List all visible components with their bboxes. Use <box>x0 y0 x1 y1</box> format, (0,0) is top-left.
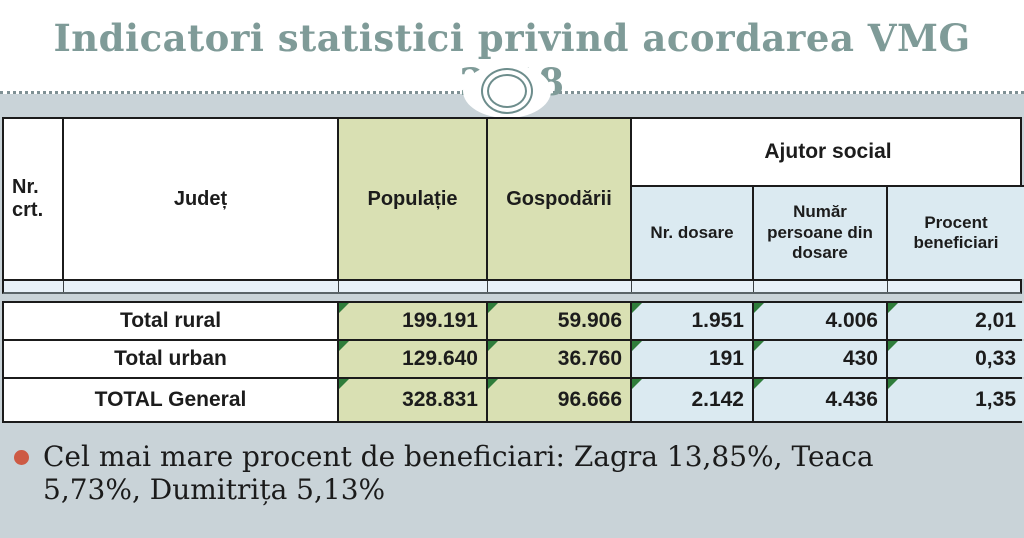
header-cell-nr-crt: Nr. crt. <box>4 119 64 279</box>
cell-flag-icon <box>888 341 898 351</box>
cell-value: 4.006 <box>825 309 878 332</box>
cell-flag-icon <box>339 341 349 351</box>
divider-ornament-icon <box>481 68 533 114</box>
cell-persoane: 4.436 <box>754 379 888 421</box>
cutoff-cell <box>888 281 1024 292</box>
header-cell-populatie: Populație <box>339 119 488 279</box>
cell-persoane: 4.006 <box>754 303 888 339</box>
cell-value: 96.666 <box>557 388 622 411</box>
table-cutoff-row <box>2 281 1022 294</box>
cell-value: 328.831 <box>402 388 478 411</box>
cell-procent: 0,33 <box>888 341 1024 377</box>
page-title: Indicatori statistici privind acordarea … <box>53 16 971 104</box>
table-row-total-rural: Total rural 199.191 59.906 1.951 4.006 2… <box>4 303 1024 341</box>
cell-flag-icon <box>339 379 349 389</box>
cell-value: 2.142 <box>691 388 744 411</box>
cell-value: 2,01 <box>975 309 1016 332</box>
cutoff-cell <box>632 281 754 292</box>
divider-ornament-inner-ring <box>487 74 527 108</box>
cell-flag-icon <box>632 379 642 389</box>
header-cell-procent-beneficiari: Procent beneficiari <box>888 185 1024 279</box>
cell-value: 191 <box>708 347 744 370</box>
cell-flag-icon <box>754 341 764 351</box>
row-label: TOTAL General <box>4 379 339 421</box>
bullet-list-item: Cel mai mare procent de beneficiari: Zag… <box>14 440 994 506</box>
cell-flag-icon <box>488 303 498 313</box>
cell-flag-icon <box>888 303 898 313</box>
cell-flag-icon <box>488 341 498 351</box>
bullet-text: Cel mai mare procent de beneficiari: Zag… <box>43 440 874 507</box>
cell-flag-icon <box>632 303 642 313</box>
cell-value: 36.760 <box>557 347 622 370</box>
cell-value: 59.906 <box>557 309 622 332</box>
table-row-total-general: TOTAL General 328.831 96.666 2.142 4.436… <box>4 379 1024 421</box>
row-label: Total urban <box>4 341 339 377</box>
cell-value: 0,33 <box>975 347 1016 370</box>
header-cell-judet: Județ <box>64 119 339 279</box>
cell-flag-icon <box>888 379 898 389</box>
cell-persoane: 430 <box>754 341 888 377</box>
cutoff-cell <box>488 281 632 292</box>
cell-nr-dosare: 1.951 <box>632 303 754 339</box>
cell-value: 199.191 <box>402 309 478 332</box>
cutoff-cell <box>339 281 488 292</box>
cell-value: 1,35 <box>975 388 1016 411</box>
cell-value: 4.436 <box>825 388 878 411</box>
cell-flag-icon <box>754 379 764 389</box>
cell-gospodarii: 36.760 <box>488 341 632 377</box>
cell-flag-icon <box>754 303 764 313</box>
cell-nr-dosare: 2.142 <box>632 379 754 421</box>
cell-flag-icon <box>632 341 642 351</box>
header-cell-numar-persoane: Număr persoane din dosare <box>754 185 888 279</box>
statistics-table-body: Total rural 199.191 59.906 1.951 4.006 2… <box>2 301 1024 423</box>
row-label: Total rural <box>4 303 339 339</box>
cell-value: 430 <box>842 347 878 370</box>
header-cell-gospodarii: Gospodării <box>488 119 632 279</box>
cell-flag-icon <box>339 303 349 313</box>
cell-procent: 1,35 <box>888 379 1024 421</box>
cell-populatie: 199.191 <box>339 303 488 339</box>
header-cell-ajutor-social: Ajutor social <box>764 140 892 163</box>
cell-value: 1.951 <box>691 309 744 332</box>
cell-gospodarii: 59.906 <box>488 303 632 339</box>
bullet-icon <box>14 450 29 465</box>
cell-populatie: 328.831 <box>339 379 488 421</box>
cutoff-cell <box>754 281 888 292</box>
cell-gospodarii: 96.666 <box>488 379 632 421</box>
cell-value: 129.640 <box>402 347 478 370</box>
header-cell-nr-dosare: Nr. dosare <box>632 185 754 279</box>
cutoff-cell <box>4 281 64 292</box>
cutoff-cell <box>64 281 339 292</box>
cell-populatie: 129.640 <box>339 341 488 377</box>
cell-nr-dosare: 191 <box>632 341 754 377</box>
cell-flag-icon <box>488 379 498 389</box>
cell-procent: 2,01 <box>888 303 1024 339</box>
table-row-total-urban: Total urban 129.640 36.760 191 430 0,33 <box>4 341 1024 379</box>
statistics-table-header: Nr. crt. Județ Populație Gospodării Ajut… <box>2 117 1024 281</box>
